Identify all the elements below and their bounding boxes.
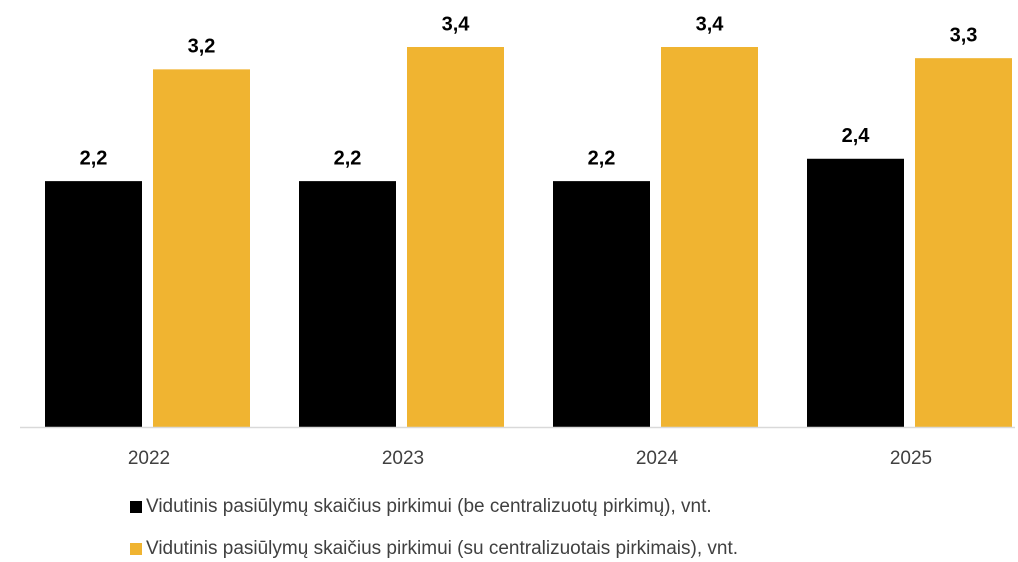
legend-label: Vidutinis pasiūlymų skaičius pirkimui (b… bbox=[146, 496, 712, 517]
bar bbox=[299, 181, 396, 427]
legend-label: Vidutinis pasiūlymų skaičius pirkimui (s… bbox=[146, 538, 738, 559]
bar bbox=[915, 58, 1012, 427]
value-label: 3,2 bbox=[188, 36, 216, 58]
x-tick-label: 2022 bbox=[128, 448, 170, 469]
bar bbox=[153, 69, 250, 428]
x-tick-label: 2025 bbox=[890, 448, 932, 469]
bar bbox=[807, 158, 904, 427]
value-label: 2,2 bbox=[588, 147, 616, 169]
bar bbox=[661, 47, 758, 427]
legend-swatch bbox=[130, 543, 142, 555]
value-label: 2,2 bbox=[80, 147, 108, 169]
value-label: 3,3 bbox=[950, 24, 978, 46]
value-label: 2,4 bbox=[842, 125, 871, 147]
bar bbox=[553, 181, 650, 427]
legend-swatch bbox=[130, 501, 142, 513]
x-tick-label: 2024 bbox=[636, 448, 679, 469]
bar bbox=[407, 47, 504, 427]
value-label: 3,4 bbox=[442, 13, 471, 35]
value-label: 2,2 bbox=[334, 147, 362, 169]
x-tick-label: 2023 bbox=[382, 448, 424, 469]
value-label: 3,4 bbox=[696, 13, 725, 35]
bar bbox=[45, 181, 142, 427]
